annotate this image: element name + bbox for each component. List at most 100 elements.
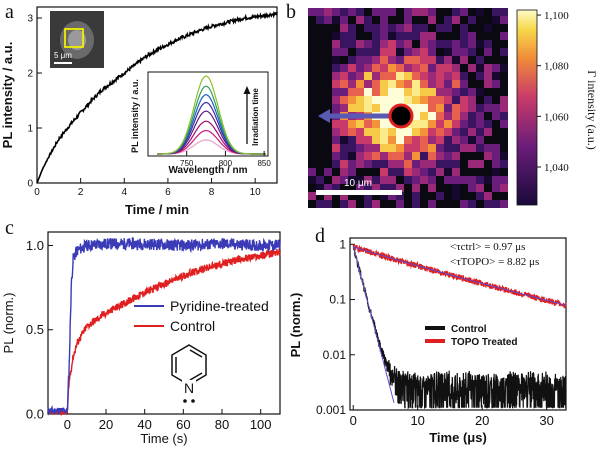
heatmap-cell	[468, 16, 476, 24]
heatmap-cell	[420, 112, 428, 120]
heatmap-cell	[356, 64, 364, 72]
heatmap-cell	[404, 32, 412, 40]
heatmap-cell	[388, 64, 396, 72]
heatmap-cell	[372, 104, 380, 112]
heatmap-cell	[500, 32, 508, 40]
heatmap-cell	[500, 96, 508, 104]
heatmap-cell	[420, 32, 428, 40]
heatmap-cell	[412, 184, 420, 192]
heatmap-cell	[452, 192, 460, 200]
heatmap-cell	[396, 168, 404, 176]
heatmap-cell	[452, 136, 460, 144]
heatmap-cell	[500, 16, 508, 24]
heatmap-cell	[476, 136, 484, 144]
heatmap-cell	[428, 144, 436, 152]
heatmap-cell	[332, 8, 340, 16]
pyridine-structure	[171, 344, 207, 386]
heatmap-cell	[444, 24, 452, 32]
heatmap-cell	[396, 56, 404, 64]
heatmap-cell	[460, 144, 468, 152]
heatmap-cell	[460, 136, 468, 144]
heatmap-cell	[420, 24, 428, 32]
heatmap-cell	[412, 88, 420, 96]
heatmap-cell	[340, 72, 348, 80]
heatmap-cell	[420, 72, 428, 80]
heatmap-cell	[436, 168, 444, 176]
heatmap-cell	[404, 80, 412, 88]
heatmap-cell	[364, 104, 372, 112]
heatmap-cell	[340, 168, 348, 176]
panel-d-y-tick-label: 1	[339, 237, 346, 251]
heatmap-cell	[460, 128, 468, 136]
panel-d-ylabel: PL (norm.)	[288, 293, 303, 358]
heatmap-cell	[348, 56, 356, 64]
heatmap-cell	[388, 8, 396, 16]
heatmap-cell	[388, 32, 396, 40]
heatmap-cell	[332, 120, 340, 128]
panel-c-frame	[47, 231, 281, 415]
panel-d-y-tick-label: 0.1	[329, 293, 346, 307]
heatmap-cell	[500, 176, 508, 184]
heatmap-cell	[372, 8, 380, 16]
heatmap-cell	[420, 160, 428, 168]
heatmap-cell	[412, 128, 420, 136]
colorbar-tick-label: 1,100	[544, 10, 569, 22]
heatmap-cell	[388, 88, 396, 96]
colorbar-tick-label: 1,080	[544, 61, 569, 73]
heatmap-cell	[412, 200, 420, 208]
heatmap-cell	[428, 32, 436, 40]
heatmap-cell	[412, 80, 420, 88]
heatmap-cell	[420, 168, 428, 176]
heatmap-cell	[420, 104, 428, 112]
heatmap-cell	[332, 152, 340, 160]
heatmap-cell	[452, 80, 460, 88]
panel-a-ylabel: PL intensity / a.u.	[0, 42, 15, 149]
heatmap-cell	[404, 152, 412, 160]
heatmap-cell	[444, 176, 452, 184]
heatmap-cell	[372, 176, 380, 184]
heatmap-cell	[380, 144, 388, 152]
heatmap-cell	[492, 104, 500, 112]
heatmap-cell	[332, 176, 340, 184]
heatmap-cell	[396, 80, 404, 88]
heatmap-cell	[476, 144, 484, 152]
heatmap-cell	[452, 40, 460, 48]
heatmap-cell	[500, 160, 508, 168]
heatmap-cell	[372, 152, 380, 160]
heatmap-cell	[420, 80, 428, 88]
panel-a: a 0 2 4 6 8 10 0 1 2 3 Time / min PL intensity /…	[0, 1, 278, 217]
heatmap-cell	[380, 80, 388, 88]
heatmap-cell	[332, 16, 340, 24]
heatmap-cell	[428, 72, 436, 80]
heatmap-cell	[404, 128, 412, 136]
heatmap-cell	[340, 160, 348, 168]
panel-c-x-tick-label: 60	[176, 417, 190, 432]
heatmap-cell	[316, 184, 324, 192]
inset-spectra-xlabel: Wavelength / nm	[168, 165, 247, 176]
heatmap-cell	[460, 72, 468, 80]
heatmap-cell	[340, 200, 348, 208]
heatmap-cell	[428, 128, 436, 136]
heatmap-cell	[436, 88, 444, 96]
heatmap-cell	[484, 24, 492, 32]
legend-swatch-topo	[425, 339, 445, 343]
heatmap-cell	[436, 192, 444, 200]
tau-ctrl-annotation: <τctrl> = 0.97 μs	[450, 241, 525, 253]
heatmap-cell	[444, 56, 452, 64]
heatmap-cell	[460, 176, 468, 184]
series-topo-decay	[352, 244, 567, 309]
series-control	[47, 248, 281, 417]
heatmap-cell	[348, 152, 356, 160]
heatmap-cell	[452, 88, 460, 96]
heatmap-cell	[340, 104, 348, 112]
panel-d-xlabel: Time (μs)	[429, 430, 487, 445]
heatmap-cell	[396, 152, 404, 160]
fit-control	[352, 246, 395, 403]
heatmap-cell	[372, 40, 380, 48]
heatmap-cell	[476, 8, 484, 16]
heatmap-cell	[444, 144, 452, 152]
heatmap-cell	[380, 176, 388, 184]
heatmap-cell	[484, 152, 492, 160]
heatmap-cell	[492, 168, 500, 176]
heatmap-cell	[332, 184, 340, 192]
